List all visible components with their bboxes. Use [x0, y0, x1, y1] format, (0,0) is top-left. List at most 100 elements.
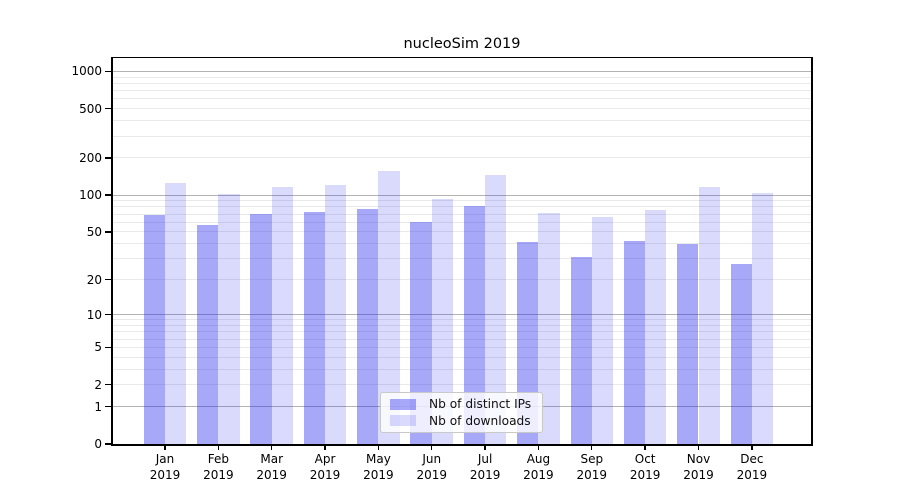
x-tick-label-line: 2019: [363, 467, 394, 482]
x-tick-label-line: Dec: [740, 452, 764, 466]
gridline-minor: [112, 221, 812, 223]
x-tick-label-line: 2019: [576, 467, 608, 482]
x-tick-label: Aug 2019: [506, 452, 570, 483]
y-tick-label: 1000: [71, 64, 102, 79]
x-tick-label: Oct 2019: [613, 452, 677, 483]
chart-title: nucleoSim 2019: [403, 36, 521, 52]
x-tick-label-line: Apr: [314, 452, 336, 466]
legend-label-distinct-ips: Nb of distinct IPs: [429, 397, 532, 412]
x-tick-mark: [217, 445, 220, 451]
x-tick-label-line: 2019: [629, 467, 661, 482]
bar-downloads-1: [218, 194, 240, 444]
bar-downloads-10: [698, 186, 720, 444]
legend-label-downloads: Nb of downloads: [429, 413, 531, 428]
x-tick-mark: [644, 445, 646, 451]
x-tick-label-line: 2019: [523, 467, 554, 482]
y-tick-mark: [104, 313, 111, 316]
y-tick-mark: [104, 384, 111, 386]
x-tick-mark: [697, 445, 700, 451]
gridline-minor: [112, 98, 812, 100]
bar-distinct-ips-4: [357, 209, 379, 444]
y-tick-mark: [104, 157, 111, 159]
y-tick-mark: [104, 194, 111, 196]
y-tick-mark: [104, 70, 111, 73]
x-tick-label-line: 2019: [416, 467, 448, 482]
x-tick-label-line: 2019: [683, 467, 714, 482]
gridline-minor: [112, 338, 812, 340]
x-tick-mark: [751, 445, 753, 451]
gridline-minor: [112, 319, 812, 321]
y-tick-label: 50: [86, 224, 102, 239]
gridline-minor: [112, 231, 812, 233]
bar-distinct-ips-5: [410, 222, 432, 444]
x-tick-mark: [164, 445, 166, 451]
x-tick-label-line: 2019: [256, 467, 287, 482]
x-tick-label-line: 2019: [469, 467, 501, 482]
gridline-major: [112, 194, 812, 196]
gridline-minor: [112, 120, 812, 122]
y-tick-mark: [104, 231, 111, 233]
gridline-minor: [112, 76, 812, 78]
x-tick-label: Feb 2019: [186, 452, 250, 483]
gridline-minor: [112, 213, 812, 215]
gridline-minor: [112, 258, 812, 260]
x-tick-label-line: Sep: [580, 452, 604, 466]
gridline-minor: [112, 206, 812, 208]
bottom-spine: [111, 444, 814, 446]
gridline-minor: [112, 368, 812, 370]
gridline-minor: [112, 243, 812, 245]
gridline-minor: [112, 384, 812, 386]
bar-distinct-ips-6: [463, 205, 486, 444]
y-tick-label: 1: [94, 399, 102, 414]
left-spine: [111, 58, 113, 446]
top-spine: [111, 56, 814, 59]
right-spine: [811, 58, 813, 446]
x-tick-mark: [484, 445, 486, 451]
bar-downloads-4: [378, 170, 400, 444]
bar-downloads-2: [271, 186, 293, 444]
gridline-minor: [112, 346, 812, 348]
legend-row-distinct-ips: Nb of distinct IPs: [390, 397, 534, 411]
y-tick-mark: [104, 346, 111, 349]
x-tick-label-line: Feb: [207, 452, 229, 466]
x-tick-label: Nov 2019: [667, 452, 731, 483]
y-tick-mark: [104, 405, 111, 408]
bar-distinct-ips-3: [303, 211, 326, 444]
bar-distinct-ips-8: [570, 257, 592, 444]
x-tick-label-line: 2019: [309, 467, 341, 482]
x-tick-mark: [324, 445, 326, 451]
gridline-minor: [112, 279, 812, 281]
gridline-major: [112, 70, 812, 72]
x-tick-label-line: 2019: [203, 467, 234, 482]
x-tick-label: Jul 2019: [453, 452, 517, 483]
bar-downloads-8: [591, 217, 614, 444]
bar-downloads-0: [165, 182, 187, 444]
x-tick-label-line: Jul: [477, 452, 493, 466]
y-tick-mark: [104, 443, 111, 445]
x-tick-label: Apr 2019: [293, 452, 357, 483]
x-tick-label: Jun 2019: [400, 452, 464, 483]
bar-distinct-ips-1: [197, 224, 219, 444]
x-tick-label-line: Jan: [155, 452, 175, 466]
y-tick-label: 0: [94, 437, 102, 451]
x-tick-mark: [537, 445, 540, 451]
bar-downloads-7: [538, 213, 560, 444]
y-tick-label: 20: [86, 272, 102, 287]
gridline-minor: [112, 90, 812, 92]
legend: Nb of distinct IPs Nb of downloads: [380, 392, 543, 433]
x-tick-label-line: Aug: [526, 452, 551, 466]
gridline-minor: [112, 157, 812, 159]
gridline-minor: [112, 356, 812, 358]
bar-downloads-11: [751, 193, 774, 444]
x-tick-mark: [591, 445, 593, 451]
bar-distinct-ips-10: [677, 243, 699, 444]
bar-downloads-5: [431, 198, 454, 444]
x-tick-label-line: Nov: [686, 452, 711, 466]
gridline-major: [112, 314, 812, 316]
y-tick-mark: [104, 279, 111, 281]
x-tick-mark: [377, 445, 380, 451]
y-tick-label: 10: [86, 307, 102, 322]
